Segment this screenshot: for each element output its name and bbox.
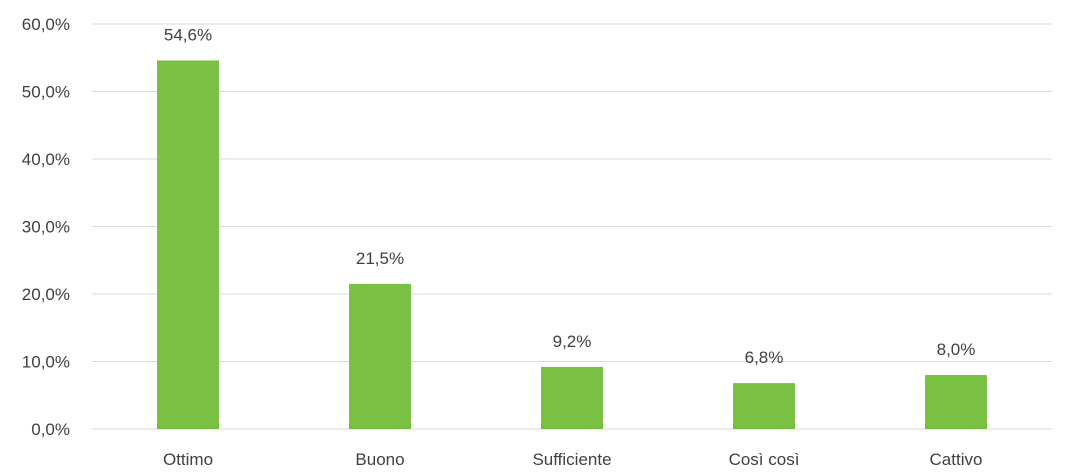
x-tick-label: Cattivo bbox=[930, 450, 983, 469]
data-labels: 54,6% 21,5% 9,2% 6,8% 8,0% bbox=[164, 25, 975, 367]
x-tick-label: Buono bbox=[355, 450, 404, 469]
bars bbox=[157, 60, 987, 429]
y-tick-label: 60,0% bbox=[22, 15, 70, 34]
bar bbox=[925, 375, 987, 429]
gridlines bbox=[92, 23, 1052, 430]
y-tick-label: 10,0% bbox=[22, 353, 70, 372]
x-tick-label: Ottimo bbox=[163, 450, 213, 469]
data-label: 6,8% bbox=[745, 348, 784, 367]
data-label: 9,2% bbox=[553, 332, 592, 351]
bar bbox=[733, 383, 795, 429]
bar bbox=[541, 366, 603, 429]
bar bbox=[349, 283, 411, 429]
bar bbox=[157, 60, 219, 429]
x-tick-label: Così così bbox=[729, 450, 800, 469]
x-tick-label: Sufficiente bbox=[532, 450, 611, 469]
y-tick-label: 20,0% bbox=[22, 285, 70, 304]
x-axis-tick-labels: Ottimo Buono Sufficiente Così così Cattivo bbox=[163, 450, 982, 469]
y-axis-tick-labels: 0,0% 10,0% 20,0% 30,0% 40,0% 50,0% 60,0% bbox=[22, 15, 70, 439]
y-tick-label: 50,0% bbox=[22, 83, 70, 102]
y-tick-label: 30,0% bbox=[22, 218, 70, 237]
data-label: 21,5% bbox=[356, 249, 404, 268]
data-label: 54,6% bbox=[164, 25, 212, 44]
y-tick-label: 0,0% bbox=[31, 420, 70, 439]
data-label: 8,0% bbox=[937, 340, 976, 359]
y-tick-label: 40,0% bbox=[22, 150, 70, 169]
